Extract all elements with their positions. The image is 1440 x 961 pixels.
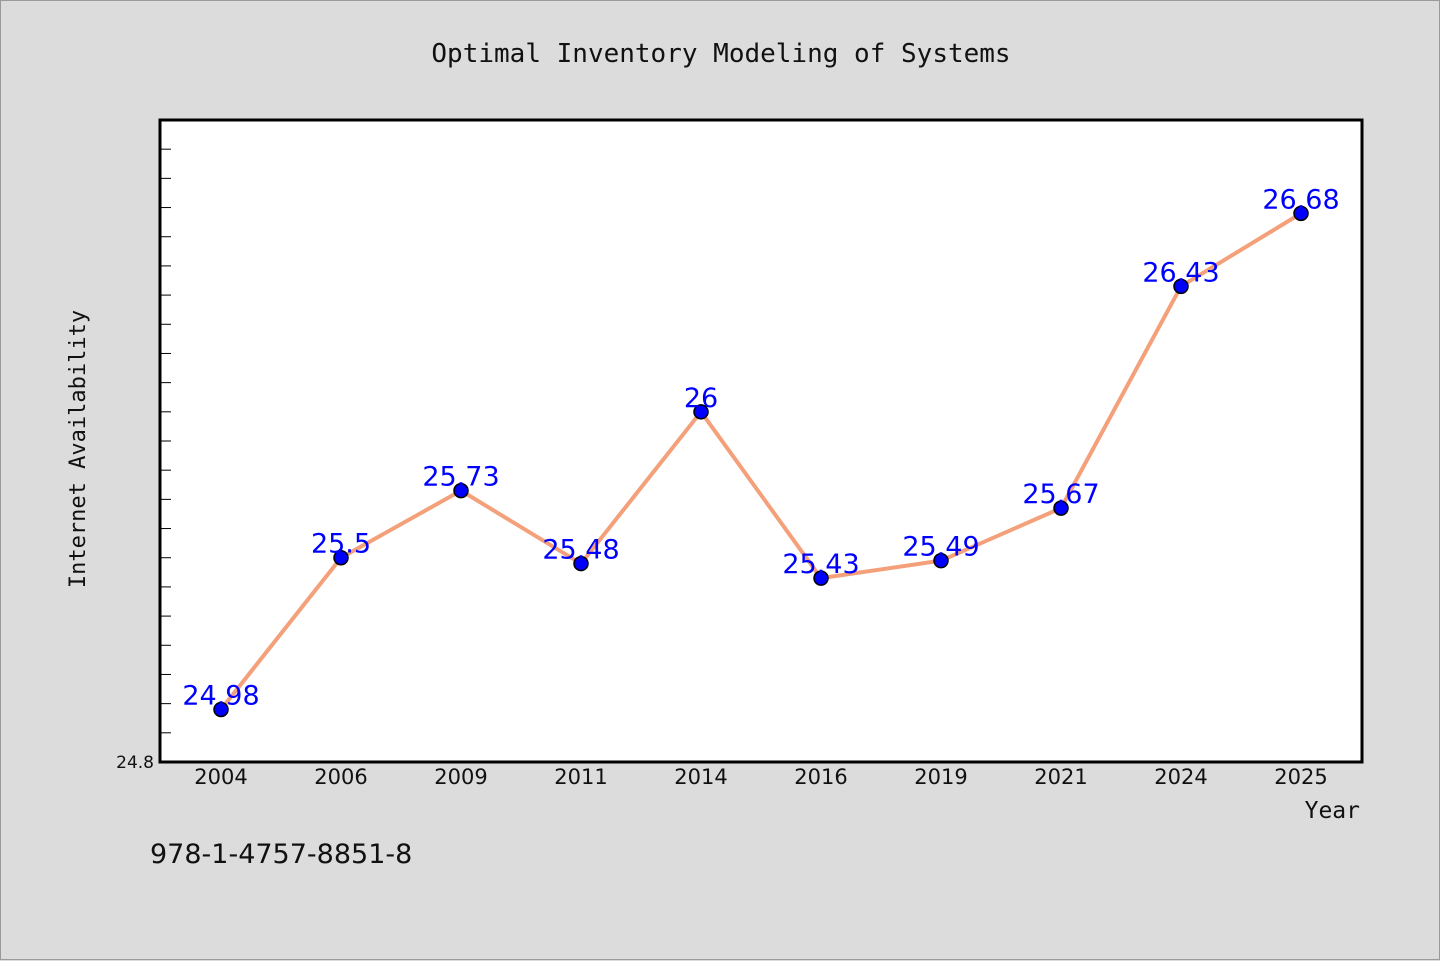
data-point (453, 482, 469, 499)
data-label: 26 (684, 383, 718, 414)
x-tick-label: 2009 (434, 765, 487, 789)
data-point (813, 570, 829, 586)
isbn-label: 978-1-4757-8851-8 (150, 839, 412, 870)
y-tick-label-min: 24.8 (116, 753, 154, 773)
x-axis-label: Year (1305, 798, 1360, 824)
data-label: 25.43 (782, 549, 859, 580)
x-tick-label: 2014 (674, 765, 727, 789)
data-point (1173, 278, 1189, 295)
data-point (693, 404, 709, 420)
data-point (213, 701, 229, 718)
data-label: 26.43 (1142, 257, 1219, 288)
data-labels: 24.98 25.5 25.73 25.48 26 25.43 25.49 25.67 26.4… (182, 184, 1339, 711)
x-tick-label: 2016 (794, 765, 847, 789)
series-markers (213, 205, 1309, 718)
data-point (1293, 205, 1309, 222)
x-tick-label: 2006 (314, 765, 367, 789)
x-tick-label: 2019 (914, 765, 967, 789)
x-tick-label: 2025 (1274, 765, 1327, 789)
data-label: 25.48 (542, 535, 619, 566)
y-axis-ticks (160, 148, 171, 734)
x-tick-label: 2011 (554, 765, 607, 789)
series-line (219, 211, 1303, 712)
data-label: 26.68 (1262, 184, 1339, 215)
data-label: 24.98 (182, 680, 259, 711)
y-axis-label: Internet Availability (66, 310, 91, 588)
x-axis-tick-labels: 2004 2006 2009 2011 2014 2016 2019 2021 2024 2025 (194, 765, 1327, 789)
data-label: 25.73 (422, 462, 499, 493)
data-label: 25.49 (902, 532, 979, 563)
data-point (1053, 500, 1069, 516)
data-point (573, 555, 589, 572)
x-tick-label: 2021 (1034, 765, 1087, 789)
chart-title: Optimal Inventory Modeling of Systems (431, 39, 1010, 69)
plot-area (158, 118, 1364, 764)
x-tick-label: 2024 (1154, 765, 1207, 789)
data-label: 25.67 (1022, 479, 1099, 510)
data-point (933, 552, 949, 569)
data-point (333, 549, 349, 566)
x-tick-label: 2004 (194, 765, 247, 789)
data-label: 25.5 (311, 529, 371, 560)
